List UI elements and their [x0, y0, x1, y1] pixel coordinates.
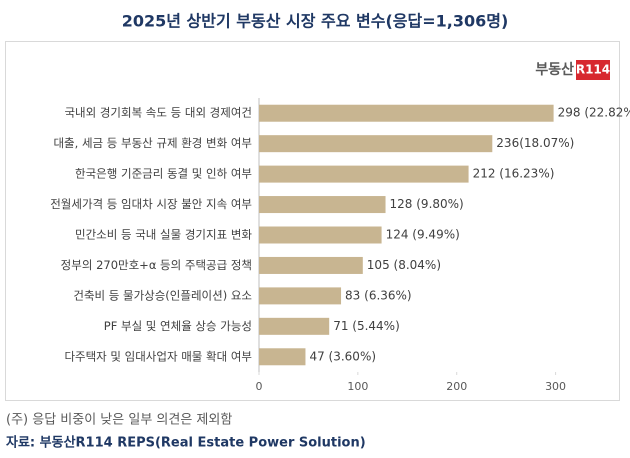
x-tick-label: 100 — [347, 380, 368, 393]
data-label: 298 (22.82%) — [558, 106, 630, 120]
bar — [259, 317, 330, 335]
y-tick-label: 전월세가격 등 임대차 시장 불안 지속 여부 — [50, 197, 252, 211]
y-tick-label: 다주택자 및 임대사업자 매물 확대 여부 — [64, 349, 252, 363]
source: 자료: 부동산R114 REPS(Real Estate Power Solut… — [6, 435, 366, 451]
y-tick-label: 국내외 경기회복 속도 등 대외 경제여건 — [64, 106, 252, 120]
data-label: 71 (5.44%) — [333, 319, 400, 333]
bar — [259, 256, 363, 274]
note: (주) 응답 비중이 낮은 일부 의견은 제외함 — [6, 413, 232, 428]
bar — [259, 348, 306, 366]
bar — [259, 287, 342, 305]
data-label: 47 (3.60%) — [309, 349, 376, 363]
bar — [259, 165, 469, 183]
x-tick-label: 300 — [545, 380, 566, 393]
bar — [259, 196, 386, 214]
y-tick-label: 대출, 세금 등 부동산 규제 환경 변화 여부 — [53, 136, 252, 150]
x-tick-label: 0 — [256, 380, 263, 393]
data-label: 124 (9.49%) — [386, 228, 460, 242]
bar — [259, 135, 493, 153]
y-tick-label: PF 부실 및 연체율 상승 가능성 — [104, 319, 252, 333]
brand-badge: R114 — [576, 63, 610, 77]
brand: 부동산 — [535, 61, 574, 78]
data-label: 105 (8.04%) — [367, 258, 441, 272]
brand-badge-bg — [576, 60, 610, 80]
y-tick-label: 건축비 등 물가상승(인플레이션) 요소 — [73, 288, 252, 302]
bar — [259, 104, 554, 122]
chart-title: 2025년 상반기 부동산 시장 주요 변수(응답=1,306명) — [122, 12, 509, 31]
y-tick-label: 정부의 270만호+α 등의 주택공급 정책 — [61, 258, 252, 272]
data-label: 212 (16.23%) — [473, 167, 555, 181]
chart-frame — [5, 41, 620, 401]
y-tick-label: 한국은행 기준금리 동결 및 인하 여부 — [75, 167, 252, 181]
data-label: 83 (6.36%) — [345, 288, 412, 302]
bar — [259, 226, 382, 244]
data-label: 128 (9.80%) — [390, 197, 464, 211]
data-label: 236(18.07%) — [496, 136, 574, 150]
y-tick-label: 민간소비 등 국내 실물 경기지표 변화 — [75, 228, 252, 242]
x-tick-label: 200 — [446, 380, 467, 393]
